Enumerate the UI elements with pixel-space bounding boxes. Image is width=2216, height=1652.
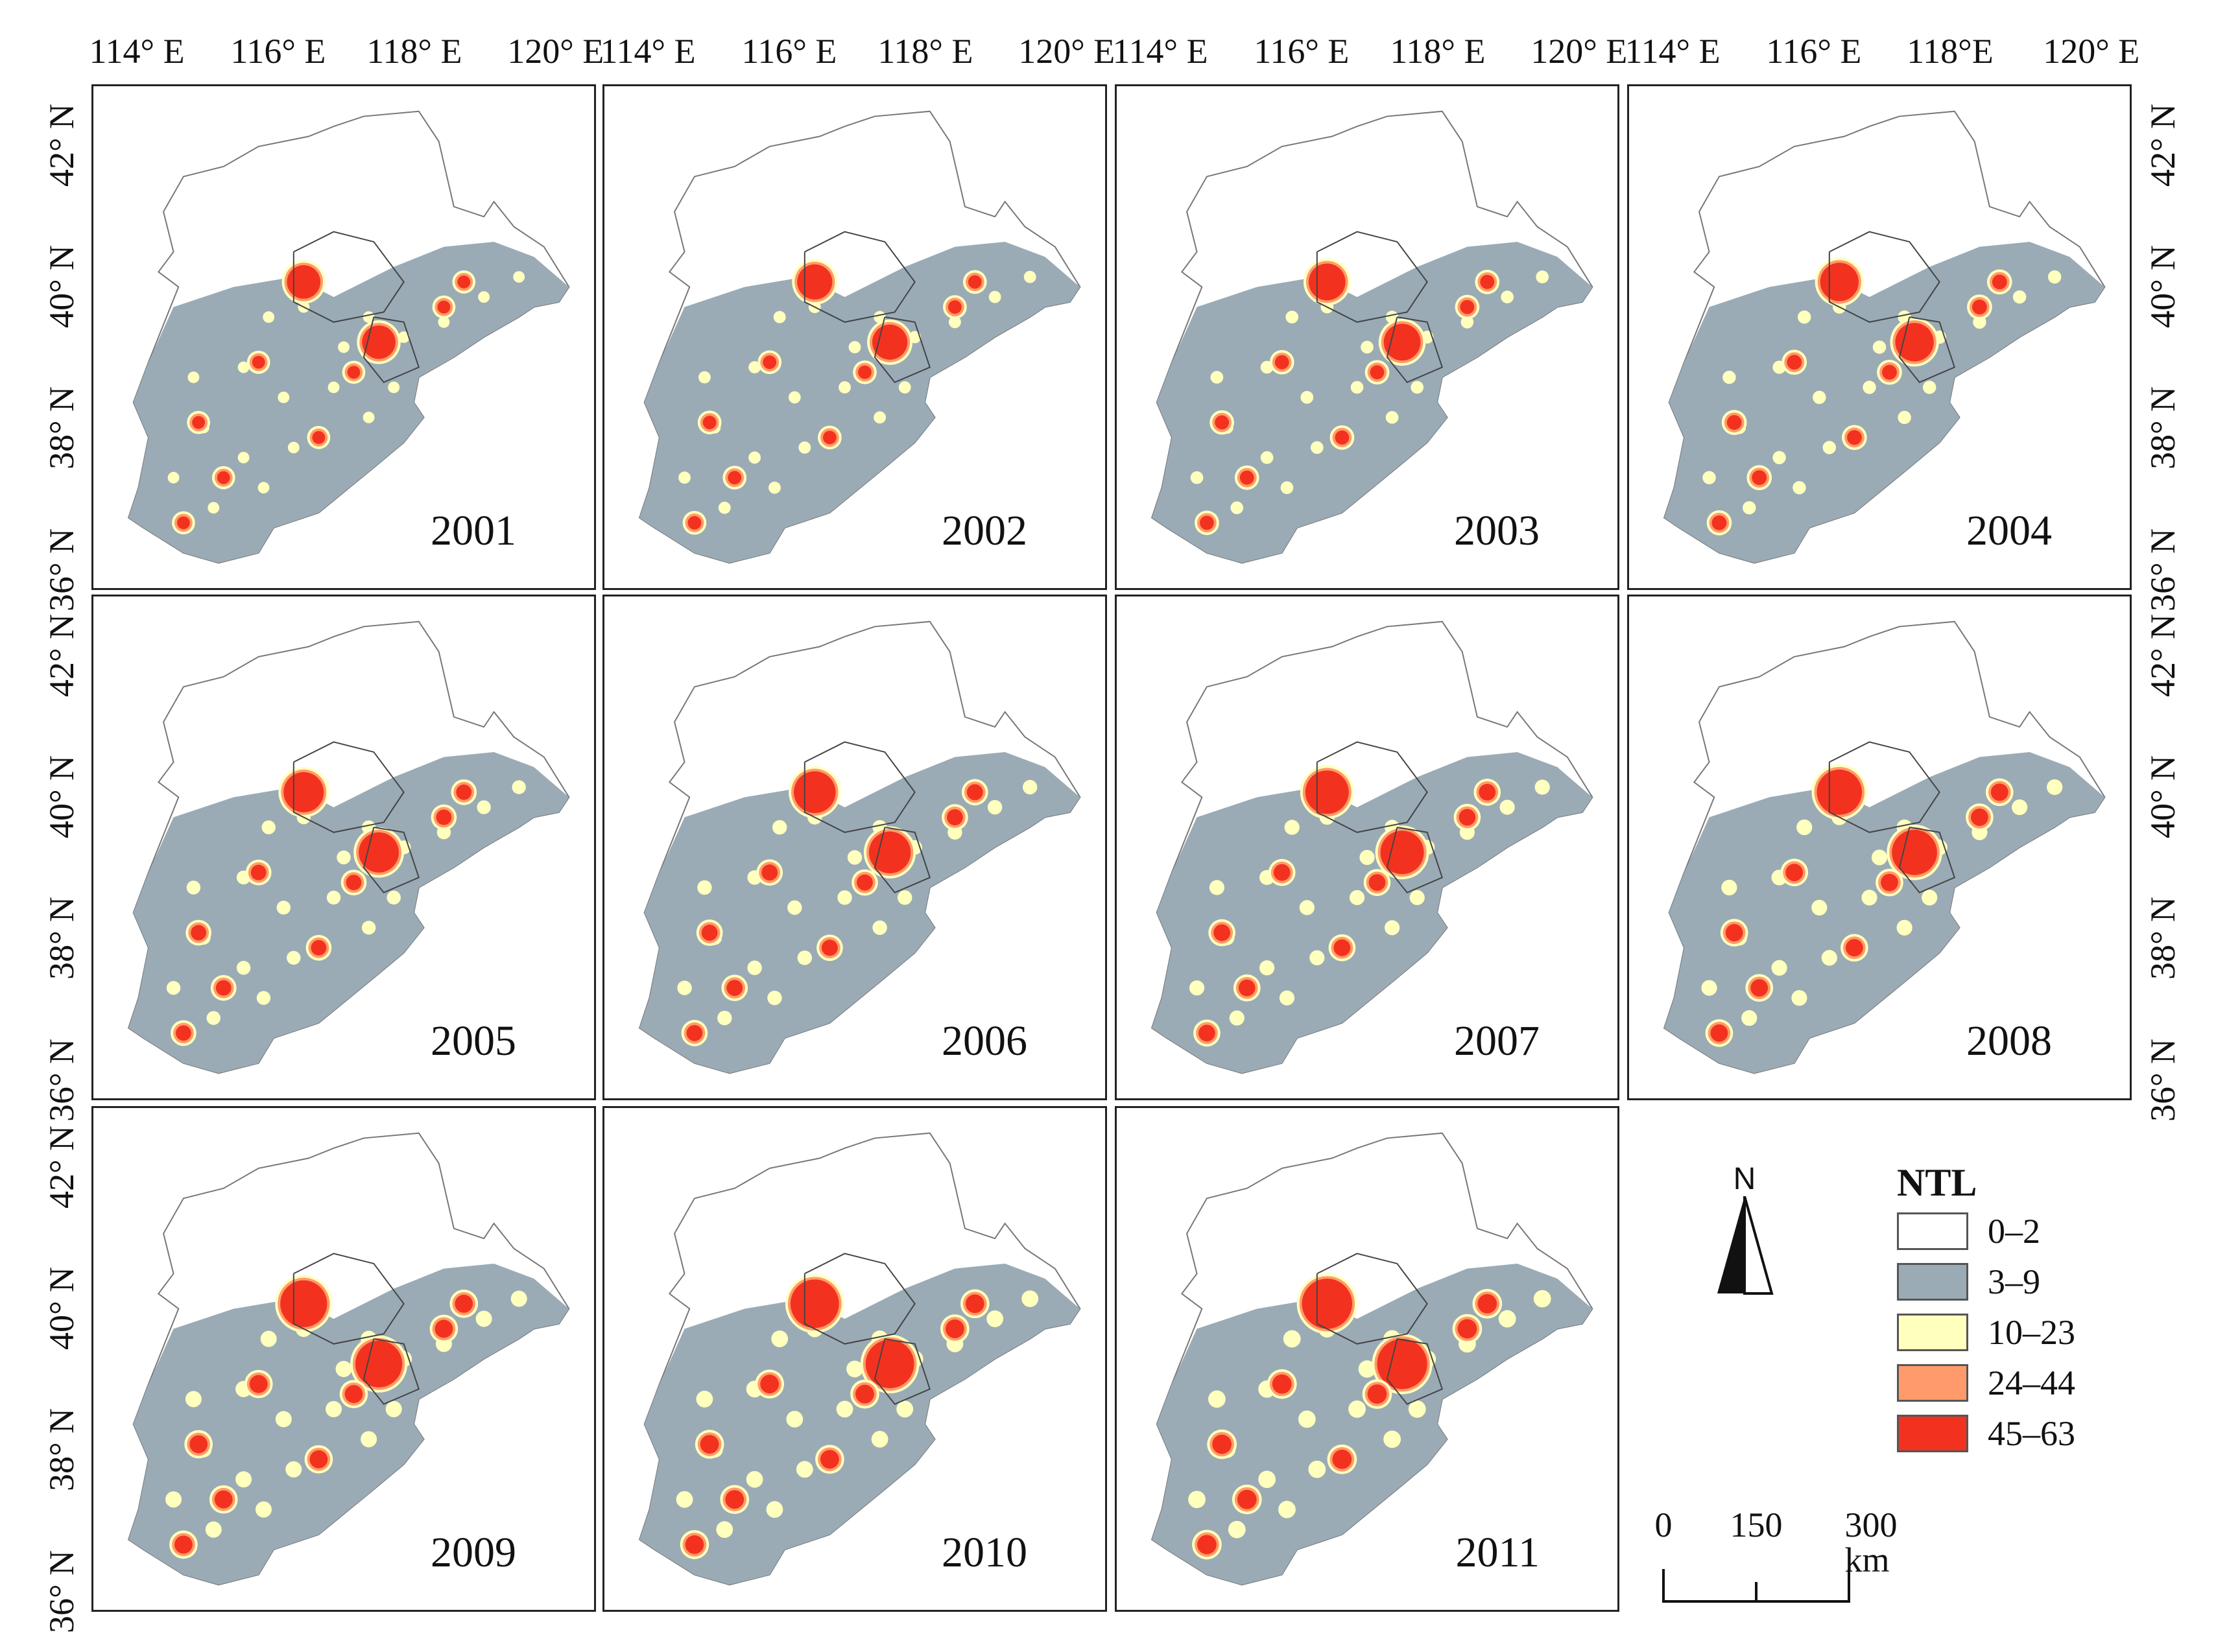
lat-tick-right: 42° N <box>2143 613 2182 697</box>
lat-tick-right: 40° N <box>2143 755 2182 839</box>
lat-tick-left: 36° N <box>42 528 81 611</box>
year-label-2005: 2005 <box>431 1017 516 1065</box>
scale-bar-line <box>1662 1569 1850 1603</box>
lat-tick-left: 42° N <box>42 613 81 697</box>
year-label-2001: 2001 <box>431 507 516 554</box>
legend-title: NTL <box>1897 1161 1977 1204</box>
ntl-map-2004 <box>1663 110 2106 564</box>
lon-tick: 116° E <box>1766 32 1862 71</box>
legend-label: 24–44 <box>1988 1363 2075 1402</box>
lon-tick: 114° E <box>1625 32 1721 71</box>
ntl-map-2011 <box>1150 1132 1593 1586</box>
map-panel-2001: 2001 <box>91 84 596 590</box>
year-label-2011: 2011 <box>1455 1529 1540 1576</box>
ntl-map-2009 <box>127 1132 570 1586</box>
lat-tick-right: 42° N <box>2143 103 2182 187</box>
lat-tick-left: 36° N <box>42 1038 81 1122</box>
legend-swatch <box>1897 1314 1968 1351</box>
map-panel-2004: 2004 <box>1627 84 2132 590</box>
year-label-2004: 2004 <box>1966 507 2052 554</box>
lat-tick-left: 38° N <box>42 897 81 980</box>
north-arrow-icon <box>1717 1196 1774 1295</box>
scale-bar: 0 150 300 km <box>1650 1507 1923 1618</box>
lat-tick-left: 36° N <box>42 1550 81 1633</box>
legend-label: 45–63 <box>1988 1414 2075 1453</box>
ntl-map-2010 <box>638 1132 1081 1586</box>
scale-label-300: 300 km <box>1844 1505 1898 1579</box>
map-panel-2009: 2009 <box>91 1106 596 1612</box>
lon-tick: 118° E <box>366 32 462 71</box>
legend-swatch <box>1897 1364 1968 1402</box>
scale-label-150: 150 <box>1730 1505 1783 1544</box>
legend-swatch <box>1897 1212 1968 1250</box>
lat-tick-left: 40° N <box>42 1266 81 1351</box>
lon-tick: 116° E <box>230 32 326 71</box>
legend-item: 24–44 <box>1897 1364 2156 1403</box>
legend-swatch <box>1897 1415 1968 1452</box>
lon-tick: 114° E <box>600 32 696 71</box>
north-arrow: N <box>1712 1164 1777 1300</box>
lat-tick-left: 38° N <box>42 1408 81 1492</box>
lon-tick: 120° E <box>1018 32 1115 71</box>
legend-item: 10–23 <box>1897 1314 2156 1352</box>
lon-tick: 114° E <box>89 32 185 71</box>
legend-label: 3–9 <box>1988 1262 2040 1301</box>
lon-tick: 118° E <box>877 32 973 71</box>
lon-tick: 118° E <box>1390 32 1486 71</box>
lat-tick-left: 42° N <box>42 1125 81 1209</box>
year-label-2008: 2008 <box>1966 1017 2052 1065</box>
lon-tick: 120° E <box>507 32 604 71</box>
lat-tick-left: 40° N <box>42 244 81 329</box>
map-panel-2003: 2003 <box>1115 84 1619 590</box>
lat-tick-left: 38° N <box>42 386 81 470</box>
lon-tick: 116° E <box>741 32 837 71</box>
year-label-2002: 2002 <box>942 507 1027 554</box>
lon-tick: 120° E <box>1531 32 1628 71</box>
north-label: N <box>1733 1162 1756 1196</box>
ntl-map-2002 <box>638 110 1081 564</box>
legend-label: 0–2 <box>1988 1212 2040 1251</box>
lat-tick-left: 40° N <box>42 755 81 839</box>
map-panel-2006: 2006 <box>602 595 1107 1100</box>
map-panel-2011: 2011 <box>1115 1106 1619 1612</box>
lat-tick-right: 36° N <box>2143 528 2182 611</box>
legend-label: 10–23 <box>1988 1313 2075 1352</box>
legend-item: 0–2 <box>1897 1212 2156 1251</box>
ntl-map-2005 <box>127 620 570 1074</box>
lat-tick-right: 40° N <box>2143 244 2182 329</box>
lat-tick-right: 38° N <box>2143 386 2182 470</box>
lon-tick: 118°E <box>1907 32 1994 71</box>
scale-label-0: 0 <box>1654 1505 1673 1544</box>
map-panel-2008: 2008 <box>1627 595 2132 1100</box>
year-label-2003: 2003 <box>1454 507 1540 554</box>
ntl-map-2001 <box>127 110 570 564</box>
year-label-2007: 2007 <box>1454 1017 1540 1065</box>
lon-tick: 120° E <box>2043 32 2140 71</box>
map-panel-2002: 2002 <box>602 84 1107 590</box>
legend-item: 3–9 <box>1897 1263 2156 1302</box>
year-label-2006: 2006 <box>942 1017 1027 1065</box>
lat-tick-right: 38° N <box>2143 897 2182 980</box>
lon-tick: 116° E <box>1254 32 1350 71</box>
year-label-2010: 2010 <box>942 1529 1027 1576</box>
lat-tick-right: 36° N <box>2143 1038 2182 1122</box>
legend-swatch <box>1897 1263 1968 1301</box>
ntl-map-2003 <box>1150 110 1593 564</box>
ntl-map-2008 <box>1663 620 2106 1074</box>
map-panel-2010: 2010 <box>602 1106 1107 1612</box>
map-panel-2007: 2007 <box>1115 595 1619 1100</box>
ntl-map-2007 <box>1150 620 1593 1074</box>
year-label-2009: 2009 <box>431 1529 516 1576</box>
ntl-map-2006 <box>638 620 1081 1074</box>
lat-tick-left: 42° N <box>42 103 81 187</box>
legend-item: 45–63 <box>1897 1415 2156 1454</box>
lon-tick: 114° E <box>1112 32 1208 71</box>
map-panel-2005: 2005 <box>91 595 596 1100</box>
